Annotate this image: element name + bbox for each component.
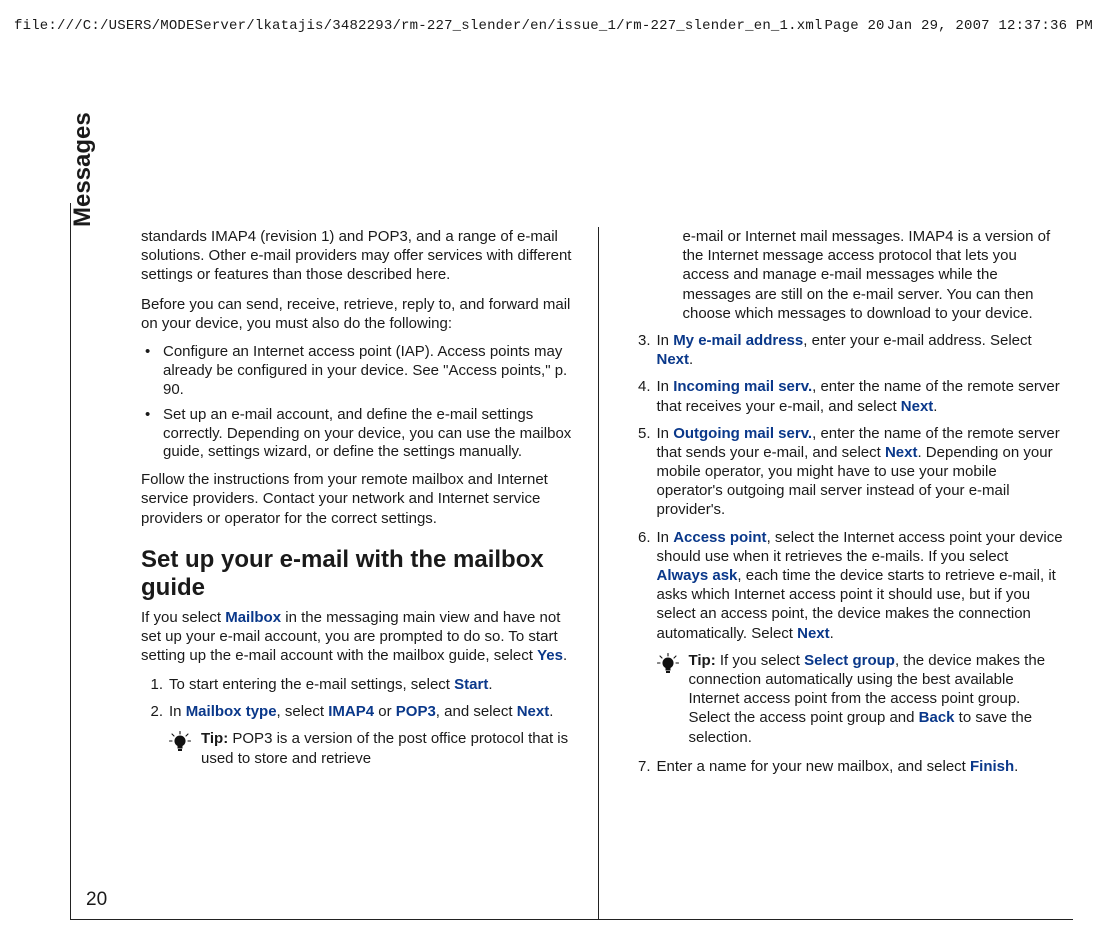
text: , select: [277, 703, 329, 720]
ui-term-next: Next: [657, 351, 690, 368]
section-title: Messages: [69, 87, 97, 231]
heading-setup-mailbox-guide: Set up your e-mail with the mailbox guid…: [141, 546, 576, 602]
ui-term-finish: Finish: [970, 758, 1014, 775]
text: In: [657, 425, 674, 442]
tip-icon: [169, 731, 191, 758]
ui-term-pop3: POP3: [396, 703, 436, 720]
lightbulb-icon: [169, 731, 191, 753]
follow-instructions-paragraph: Follow the instructions from your remote…: [141, 470, 576, 528]
tip-text: Tip: If you select Select group, the dev…: [689, 651, 1064, 747]
text: In: [657, 378, 674, 395]
step-number: 2.: [141, 702, 163, 721]
step-number: 5.: [629, 424, 651, 443]
text: .: [1014, 758, 1018, 775]
list-item: Configure an Internet access point (IAP)…: [141, 343, 576, 400]
page-number: 20: [86, 889, 107, 911]
text: To start entering the e-mail settings, s…: [169, 676, 454, 693]
steps-list-left: 1. To start entering the e-mail settings…: [141, 675, 576, 721]
ui-term-select-group: Select group: [804, 652, 895, 669]
lightbulb-icon: [657, 653, 679, 675]
text: or: [374, 703, 396, 720]
text: Enter a name for your new mailbox, and s…: [657, 758, 971, 775]
tip-icon: [657, 653, 679, 680]
text: .: [933, 398, 937, 415]
right-column: e-mail or Internet mail messages. IMAP4 …: [599, 227, 1074, 919]
step-number: 7.: [629, 757, 651, 776]
step-7: 7. Enter a name for your new mailbox, an…: [629, 757, 1064, 776]
ui-term-always-ask: Always ask: [657, 567, 738, 584]
ui-term-back: Back: [919, 709, 955, 726]
text: If you select: [716, 652, 804, 669]
text: .: [830, 625, 834, 642]
ui-term-outgoing-mail-serv: Outgoing mail serv.: [673, 425, 812, 442]
page-frame: Messages 20 standards IMAP4 (revision 1)…: [70, 203, 1073, 920]
step-5: 5. In Outgoing mail serv., enter the nam…: [629, 424, 1064, 520]
header-file-path: file:///C:/USERS/MODEServer/lkatajis/348…: [14, 18, 823, 34]
print-header: file:///C:/USERS/MODEServer/lkatajis/348…: [0, 18, 1107, 34]
step-number: 3.: [629, 331, 651, 350]
ui-term-access-point: Access point: [673, 529, 766, 546]
steps-list-right: 3. In My e-mail address, enter your e-ma…: [629, 331, 1064, 643]
step-number: 6.: [629, 528, 651, 547]
ui-term-incoming-mail-serv: Incoming mail serv.: [673, 378, 812, 395]
tip-block: Tip: POP3 is a version of the post offic…: [169, 729, 576, 767]
step-1: 1. To start entering the e-mail settings…: [141, 675, 576, 694]
text: .: [689, 351, 693, 368]
intro-paragraph-1: standards IMAP4 (revision 1) and POP3, a…: [141, 227, 576, 285]
tip-block: Tip: If you select Select group, the dev…: [657, 651, 1064, 747]
intro-paragraph-2: Before you can send, receive, retrieve, …: [141, 295, 576, 333]
ui-term-next: Next: [797, 625, 830, 642]
left-column: standards IMAP4 (revision 1) and POP3, a…: [141, 227, 599, 919]
text: POP3 is a version of the post office pro…: [201, 730, 568, 766]
step-6: 6. In Access point, select the Internet …: [629, 528, 1064, 643]
tip-label: Tip:: [689, 652, 716, 669]
step-3: 3. In My e-mail address, enter your e-ma…: [629, 331, 1064, 369]
step-number: 4.: [629, 377, 651, 396]
ui-term-next: Next: [901, 398, 934, 415]
ui-term-start: Start: [454, 676, 488, 693]
ui-term-mailbox: Mailbox: [225, 609, 281, 626]
text: .: [488, 676, 492, 693]
tip-text: Tip: POP3 is a version of the post offic…: [201, 729, 576, 767]
text: In: [169, 703, 186, 720]
ui-term-next: Next: [517, 703, 550, 720]
text: In: [657, 332, 674, 349]
list-item: Set up an e-mail account, and define the…: [141, 406, 576, 463]
step-number: 1.: [141, 675, 163, 694]
step-4: 4. In Incoming mail serv., enter the nam…: [629, 377, 1064, 415]
ui-term-my-email-address: My e-mail address: [673, 332, 803, 349]
steps-list-right-2: 7. Enter a name for your new mailbox, an…: [629, 757, 1064, 776]
setup-intro-paragraph: If you select Mailbox in the messaging m…: [141, 608, 576, 666]
tip-label: Tip:: [201, 730, 228, 747]
tip-continuation: e-mail or Internet mail messages. IMAP4 …: [683, 227, 1064, 323]
prerequisite-list: Configure an Internet access point (IAP)…: [141, 343, 576, 462]
header-page-label: Page 20: [824, 18, 884, 34]
text: In: [657, 529, 674, 546]
ui-term-next: Next: [885, 444, 918, 461]
header-timestamp: Jan 29, 2007 12:37:36 PM: [887, 18, 1093, 34]
text: If you select: [141, 609, 225, 626]
ui-term-mailbox-type: Mailbox type: [186, 703, 277, 720]
step-2: 2. In Mailbox type, select IMAP4 or POP3…: [141, 702, 576, 721]
text: .: [549, 703, 553, 720]
content-columns: standards IMAP4 (revision 1) and POP3, a…: [141, 227, 1073, 919]
text: , and select: [436, 703, 517, 720]
text: , enter your e-mail address. Select: [803, 332, 1031, 349]
ui-term-yes: Yes: [537, 647, 563, 664]
ui-term-imap4: IMAP4: [328, 703, 374, 720]
text: .: [563, 647, 567, 664]
